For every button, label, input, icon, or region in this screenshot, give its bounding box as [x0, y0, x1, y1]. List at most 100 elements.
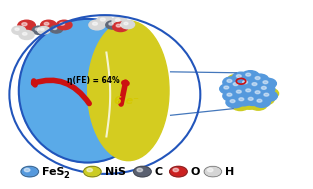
Circle shape	[250, 79, 255, 82]
Circle shape	[248, 97, 253, 100]
Text: H: H	[225, 167, 235, 177]
Circle shape	[134, 166, 151, 177]
Circle shape	[261, 88, 279, 99]
Circle shape	[41, 20, 56, 30]
Circle shape	[257, 88, 262, 91]
Circle shape	[244, 95, 262, 105]
Text: O: O	[191, 167, 200, 177]
Circle shape	[24, 168, 30, 172]
Circle shape	[245, 101, 250, 104]
Circle shape	[256, 81, 273, 92]
Circle shape	[257, 84, 275, 94]
Circle shape	[261, 97, 266, 100]
Circle shape	[50, 26, 63, 33]
Circle shape	[252, 95, 257, 98]
Circle shape	[236, 75, 241, 78]
Ellipse shape	[19, 19, 156, 163]
Circle shape	[97, 16, 113, 26]
Circle shape	[38, 26, 50, 34]
Text: 2: 2	[63, 170, 69, 180]
Circle shape	[247, 86, 252, 89]
Circle shape	[257, 99, 262, 102]
Circle shape	[241, 76, 246, 79]
Circle shape	[261, 86, 266, 89]
Circle shape	[249, 100, 267, 110]
Circle shape	[260, 84, 265, 87]
Circle shape	[242, 86, 259, 97]
Circle shape	[232, 77, 237, 80]
Circle shape	[170, 166, 187, 177]
Text: C: C	[155, 167, 163, 177]
Circle shape	[121, 20, 135, 29]
Circle shape	[224, 87, 242, 98]
Circle shape	[93, 22, 97, 25]
Circle shape	[19, 30, 34, 40]
Circle shape	[253, 97, 270, 107]
Circle shape	[15, 28, 19, 30]
Circle shape	[100, 18, 105, 21]
Circle shape	[237, 73, 254, 84]
Circle shape	[263, 81, 268, 84]
Circle shape	[56, 20, 72, 30]
Circle shape	[252, 83, 257, 86]
Circle shape	[233, 96, 238, 99]
Circle shape	[137, 168, 143, 172]
Circle shape	[227, 93, 232, 96]
Circle shape	[241, 99, 258, 109]
Circle shape	[243, 94, 248, 97]
Circle shape	[255, 77, 260, 80]
Circle shape	[87, 168, 93, 172]
Circle shape	[18, 20, 35, 31]
Text: 6 e⁻: 6 e⁻	[114, 96, 139, 106]
Circle shape	[32, 26, 46, 34]
Circle shape	[227, 79, 232, 82]
Circle shape	[208, 168, 213, 172]
Circle shape	[251, 88, 269, 99]
Circle shape	[204, 166, 222, 177]
Circle shape	[109, 23, 113, 25]
Circle shape	[12, 26, 26, 34]
Circle shape	[124, 22, 128, 25]
Circle shape	[246, 73, 251, 76]
Circle shape	[220, 84, 237, 94]
Circle shape	[254, 102, 259, 105]
Ellipse shape	[88, 21, 169, 161]
Circle shape	[232, 72, 250, 83]
Circle shape	[260, 91, 277, 101]
Circle shape	[228, 74, 245, 85]
Circle shape	[243, 81, 248, 84]
Circle shape	[226, 97, 244, 108]
Circle shape	[22, 23, 27, 26]
Text: NiS: NiS	[105, 167, 126, 177]
Circle shape	[21, 166, 38, 177]
Circle shape	[115, 19, 120, 21]
Circle shape	[229, 94, 247, 104]
Circle shape	[106, 21, 120, 29]
Circle shape	[84, 166, 101, 177]
Circle shape	[112, 17, 127, 26]
Circle shape	[248, 92, 265, 103]
Circle shape	[246, 76, 264, 87]
Circle shape	[235, 95, 252, 106]
Circle shape	[234, 84, 251, 94]
Circle shape	[264, 93, 269, 96]
Circle shape	[44, 22, 49, 25]
Circle shape	[223, 77, 240, 88]
Circle shape	[259, 78, 276, 89]
Circle shape	[224, 86, 229, 89]
Circle shape	[40, 28, 44, 30]
Circle shape	[253, 86, 270, 96]
Text: η(FE) = 64%: η(FE) = 64%	[67, 76, 120, 85]
Circle shape	[232, 100, 249, 111]
Circle shape	[255, 91, 260, 94]
Circle shape	[238, 86, 243, 89]
Circle shape	[239, 78, 256, 89]
Circle shape	[236, 90, 241, 93]
Circle shape	[223, 91, 240, 101]
Circle shape	[116, 24, 121, 27]
Circle shape	[53, 27, 57, 29]
Circle shape	[233, 83, 238, 86]
Circle shape	[232, 88, 250, 98]
Circle shape	[89, 20, 105, 30]
Circle shape	[236, 102, 241, 105]
